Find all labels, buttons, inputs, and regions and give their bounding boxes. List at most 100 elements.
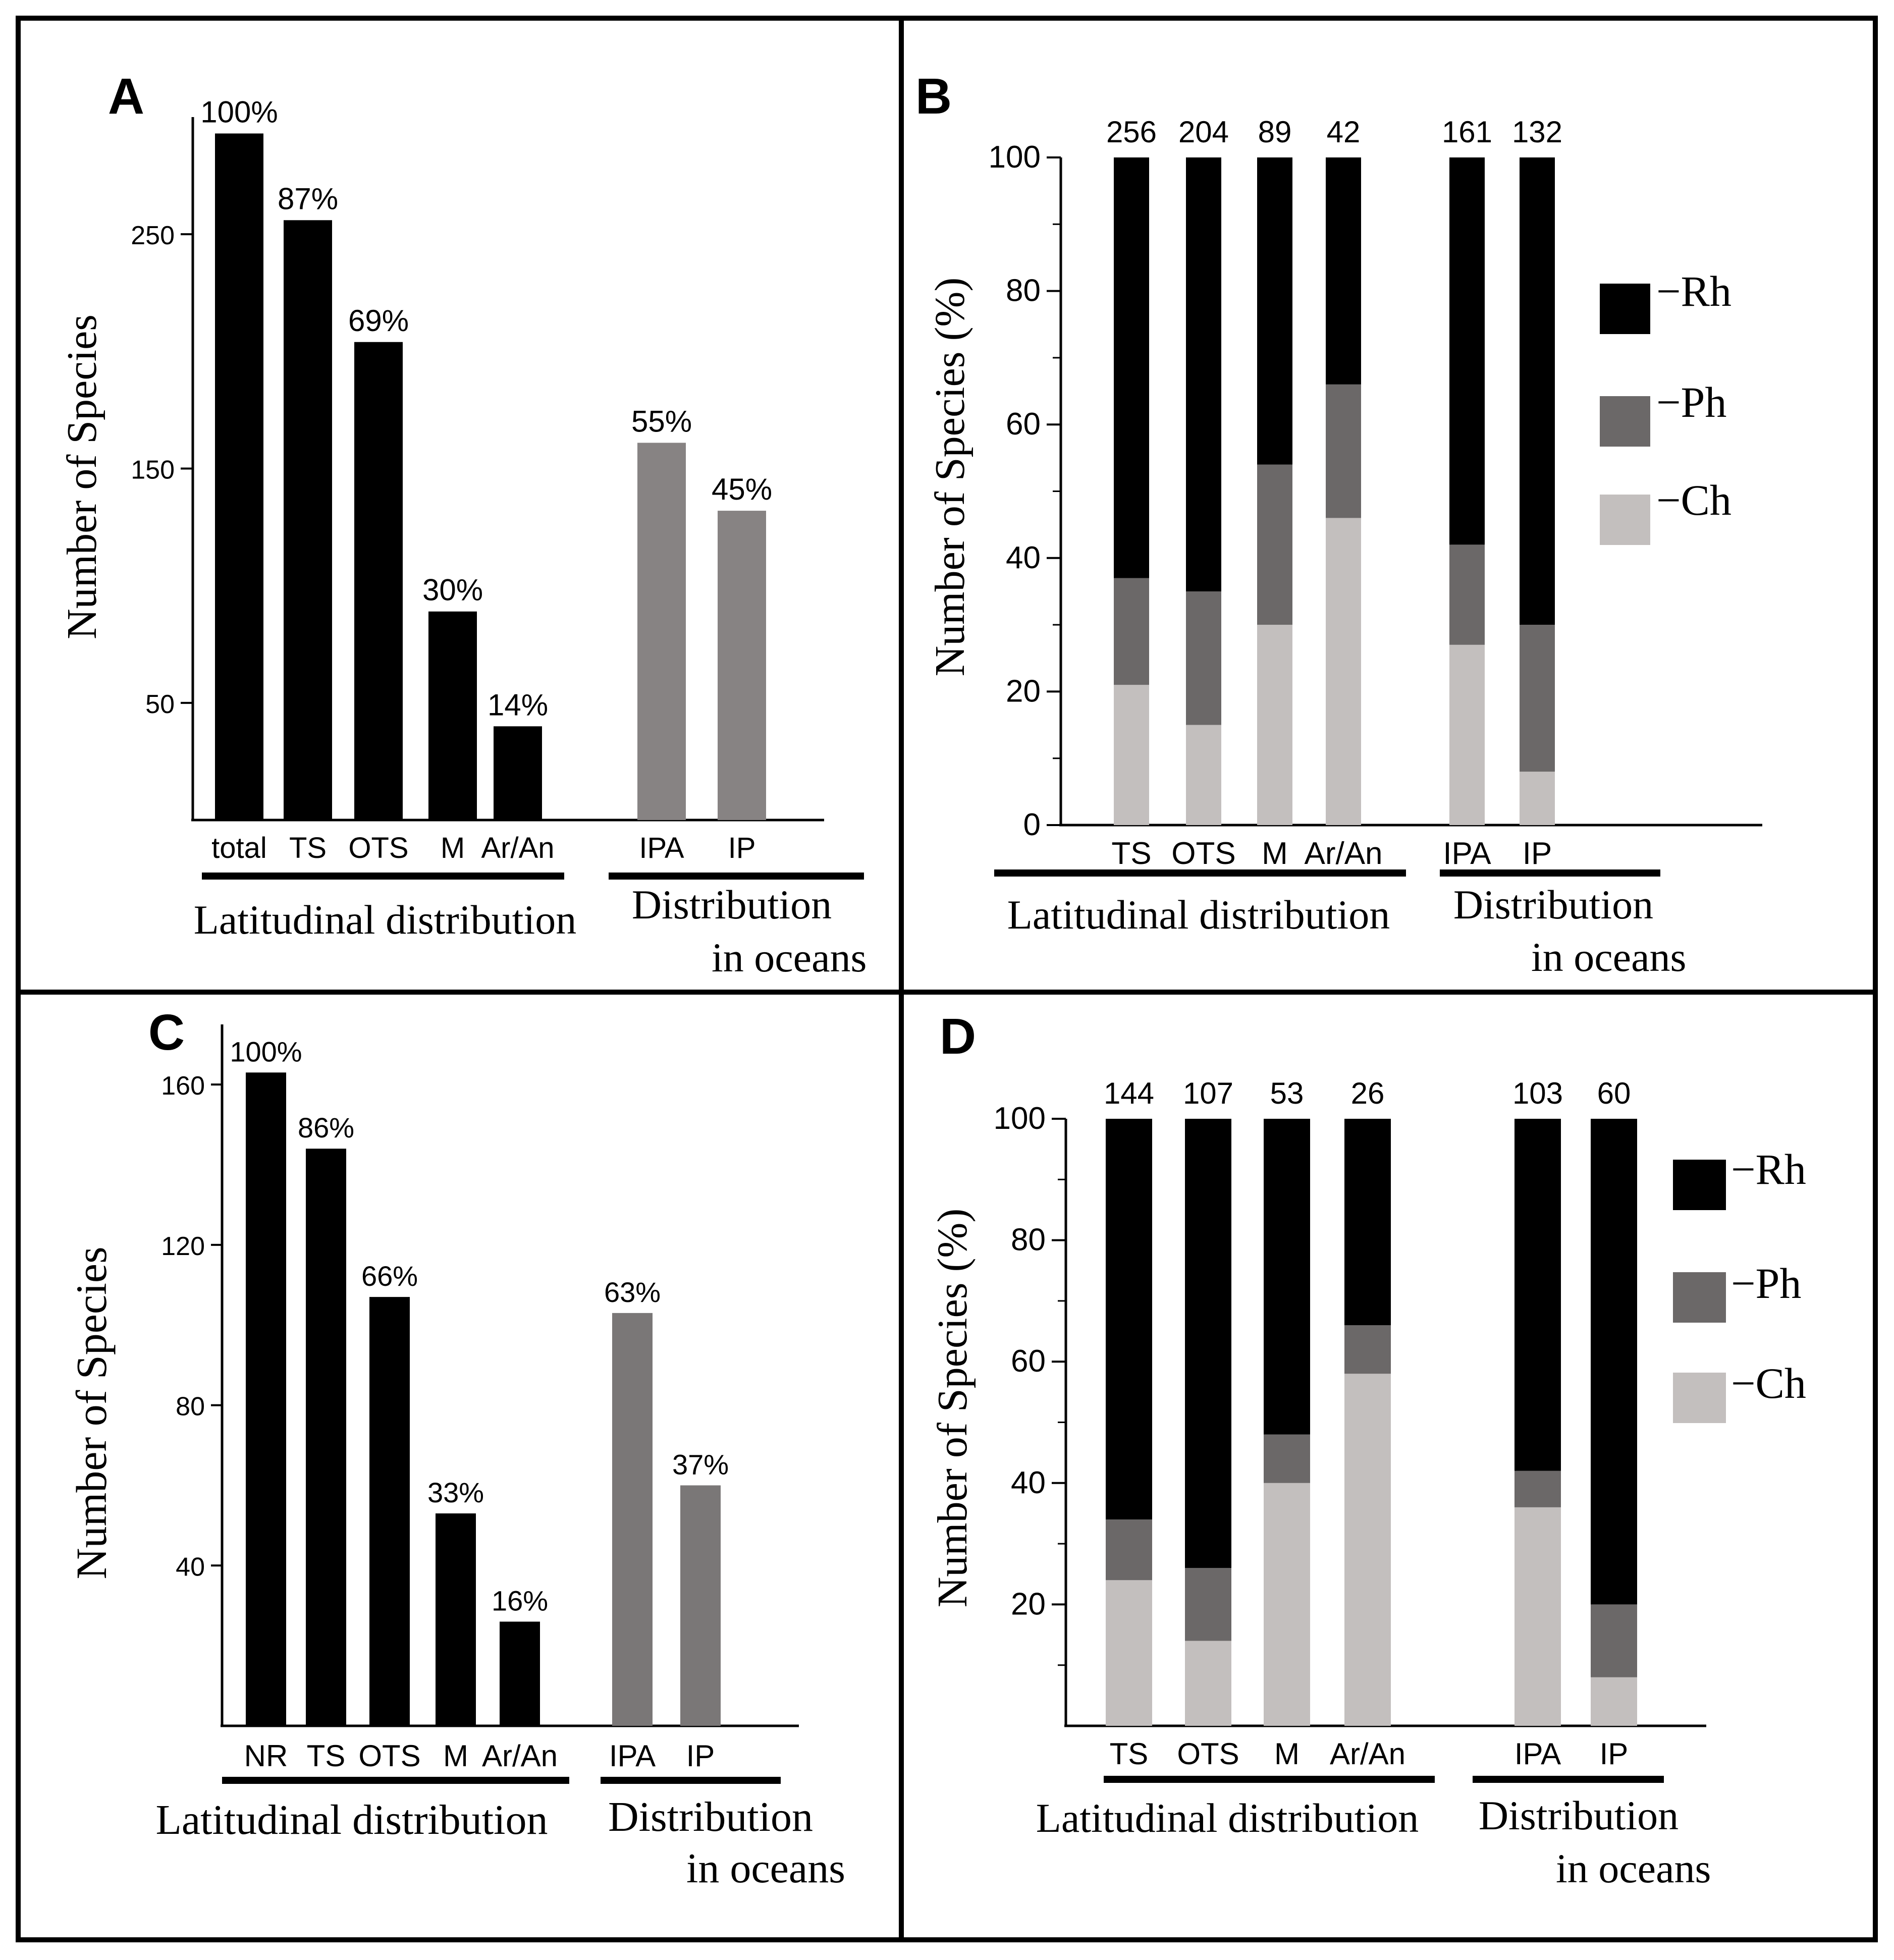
- panel-b-legend-swatch-rh: [1600, 284, 1650, 334]
- panel-b-bar-ch: [1114, 685, 1149, 825]
- panel-d-group-label-latitudinal: Latitudinal distribution: [1036, 1795, 1419, 1841]
- panel-b-legend-label-ch: −Ch: [1656, 476, 1731, 524]
- panel-c-letter: C: [148, 1004, 185, 1061]
- panel-a-category-label: Ar/An: [481, 832, 554, 864]
- panel-a-group-label-oceans-line2: in oceans: [712, 935, 867, 981]
- panel-d-category-label: IPA: [1514, 1737, 1561, 1771]
- panel-b-bar-ch: [1186, 725, 1221, 825]
- panel-b-y-tick-label: 0: [1023, 807, 1041, 842]
- panel-b-category-label: IP: [1523, 836, 1552, 871]
- panel-b-group-label-oceans-line2: in oceans: [1531, 934, 1686, 980]
- panel-b-y-tick-label: 60: [1006, 407, 1041, 442]
- panel-b-bar-ph: [1520, 625, 1555, 772]
- panel-d-y-axis-label: Number of Species (%): [929, 1209, 976, 1608]
- panel-b-bar-rh: [1186, 157, 1221, 591]
- panel-c-pct-label: 100%: [230, 1036, 302, 1067]
- panel-a-pct-label: 69%: [348, 304, 409, 338]
- panel-b-bar-rh: [1520, 157, 1555, 625]
- panel-b-count-label: 161: [1442, 115, 1492, 149]
- panel-c-bar: [369, 1297, 410, 1726]
- panel-a-category-label: IPA: [639, 832, 684, 864]
- panel-d-y-tick-label: 80: [1011, 1223, 1046, 1258]
- panel-b-legend-label-ph: −Ph: [1656, 378, 1726, 426]
- panel-a-category-label: IP: [728, 832, 756, 864]
- panel-c-pct-label: 63%: [604, 1276, 661, 1308]
- panel-d-category-label: IP: [1600, 1737, 1629, 1771]
- panel-a-category-label: total: [211, 832, 267, 864]
- panel-a-bar: [284, 220, 332, 821]
- panel-a-y-tick-label: 250: [131, 221, 175, 250]
- panel-c-pct-label: 86%: [298, 1112, 354, 1144]
- panel-c-pct-label: 37%: [672, 1448, 729, 1480]
- panel-d-bar-ph: [1344, 1325, 1391, 1374]
- panel-c-pct-label: 16%: [492, 1585, 548, 1616]
- panel-d-bar-ch: [1185, 1641, 1231, 1726]
- panel-c-category-label: M: [443, 1739, 468, 1773]
- panel-d-count-label: 107: [1183, 1076, 1233, 1110]
- panel-a-group-label-latitudinal: Latitudinal distribution: [194, 897, 576, 943]
- panel-a-bar: [428, 611, 477, 820]
- panel-a-letter: A: [108, 68, 144, 125]
- panel-b-bar-ch: [1257, 625, 1292, 825]
- panel-c-pct-label: 66%: [361, 1260, 418, 1292]
- panel-b-bar-ch: [1326, 518, 1361, 825]
- panel-b-category-label: TS: [1111, 836, 1151, 871]
- panel-b-group-label-oceans-line1: Distribution: [1453, 882, 1653, 928]
- panel-d-count-label: 60: [1597, 1076, 1631, 1110]
- panel-c-category-label: NR: [244, 1739, 288, 1773]
- panel-d-legend-label-ch: −Ch: [1731, 1359, 1806, 1407]
- panel-b-legend-swatch-ch: [1600, 495, 1650, 545]
- panel-c-group-label-oceans-line1: Distribution: [608, 1793, 813, 1840]
- panel-d-count-label: 144: [1104, 1076, 1154, 1110]
- panel-d-bar-ch: [1106, 1580, 1152, 1726]
- panel-a-y-tick-label: 150: [131, 456, 175, 485]
- panel-d-bar-ph: [1264, 1434, 1310, 1483]
- panel-d-bar-ch: [1264, 1483, 1310, 1726]
- panel-d-bar-rh: [1344, 1119, 1391, 1326]
- panel-d-count-label: 53: [1270, 1076, 1304, 1110]
- panel-b-bar-rh: [1114, 157, 1149, 578]
- panel-d-bar-ch: [1591, 1677, 1637, 1726]
- panel-d-bar-rh: [1185, 1119, 1231, 1568]
- panel-d-bar-rh: [1514, 1119, 1561, 1471]
- panel-d-bar-ph: [1591, 1604, 1637, 1677]
- panel-b-y-tick-label: 100: [989, 140, 1041, 175]
- panel-b-y-tick-label: 20: [1006, 674, 1041, 709]
- panel-b-bar-ch: [1449, 644, 1485, 825]
- panel-d-legend-swatch-ph: [1673, 1272, 1726, 1323]
- panel-d-bar-rh: [1106, 1119, 1152, 1519]
- panel-d-y-tick-label: 60: [1011, 1344, 1046, 1379]
- panel-a-bar: [354, 342, 403, 820]
- panel-d-bar-ch: [1344, 1374, 1391, 1726]
- panel-b-count-label: 42: [1327, 115, 1361, 149]
- panel-d-count-label: 103: [1512, 1076, 1563, 1110]
- panel-d-bar-ch: [1514, 1507, 1561, 1726]
- panel-a-category-label: OTS: [348, 832, 408, 864]
- panel-b-legend-label-rh: −Rh: [1656, 267, 1731, 315]
- panel-b-bar-ph: [1449, 545, 1485, 645]
- panel-c-y-axis-label: Number of Species: [67, 1246, 116, 1579]
- panel-c-y-tick-label: 40: [176, 1552, 205, 1582]
- panel-b-category-label: Ar/An: [1304, 836, 1382, 871]
- panel-b-bar-rh: [1257, 157, 1292, 465]
- panel-d-bar-rh: [1264, 1119, 1310, 1435]
- panel-d-y-tick-label: 100: [994, 1101, 1046, 1136]
- panel-c-bar: [436, 1513, 476, 1726]
- panel-b-legend-swatch-ph: [1600, 396, 1650, 447]
- panel-c-pct-label: 33%: [427, 1477, 484, 1508]
- panel-c-category-label: IPA: [609, 1739, 656, 1773]
- panel-d-y-tick-label: 20: [1011, 1587, 1046, 1621]
- panel-a-bar: [215, 133, 263, 821]
- panel-c-bar: [246, 1072, 286, 1726]
- panel-d-legend-swatch-ch: [1673, 1373, 1726, 1423]
- panel-b-group-label-latitudinal: Latitudinal distribution: [1007, 892, 1390, 938]
- panel-d-bar-ph: [1185, 1568, 1231, 1641]
- panel-b-y-tick-label: 80: [1006, 274, 1041, 308]
- panel-c-bar: [680, 1485, 721, 1726]
- panel-d-count-label: 26: [1351, 1076, 1385, 1110]
- panel-d-category-label: M: [1274, 1737, 1300, 1771]
- panel-a-pct-label: 87%: [278, 182, 338, 215]
- panel-d-legend-label-rh: −Rh: [1731, 1145, 1806, 1193]
- panel-b-bar-ph: [1326, 384, 1361, 518]
